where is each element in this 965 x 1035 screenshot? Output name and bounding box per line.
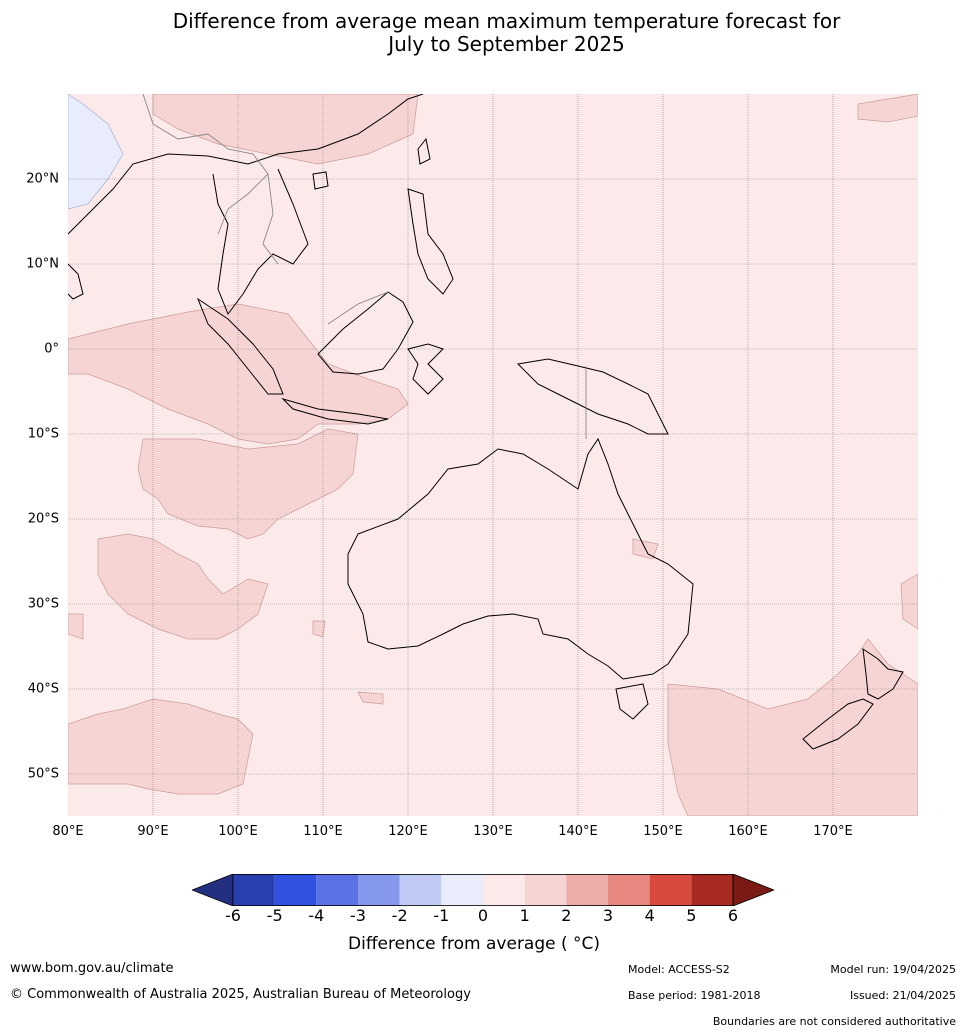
colorbar-tick-label: 0 [477,906,489,925]
graticule [68,94,918,816]
colorbar-tick-label: 2 [561,906,572,925]
anomaly-neg1-0-region [68,94,124,210]
colorbar-swatch [274,874,317,906]
taiwan-coast [417,137,431,165]
colorbar-tick-label: -4 [308,906,325,925]
colorbar-swatch [566,874,608,906]
copyright-text: © Commonwealth of Australia 2025, Austra… [10,987,471,1002]
colorbar-tick-label: 4 [644,906,655,925]
lat-label-10s: 10°S [27,426,59,442]
issued-date: Issued: 21/04/2025 [849,989,956,1002]
lat-label-40s: 40°S [27,681,59,697]
country-borders [142,94,587,439]
hainan-coast [312,171,329,190]
lon-label-100e: 100°E [218,824,258,839]
colorbar-arrow-low [190,873,234,907]
website-link[interactable]: www.bom.gov.au/climate [10,961,174,976]
colorbar-tick-label: 1 [519,906,530,925]
colorbar-tick-label: -3 [350,906,366,925]
colorbar-swatch [608,874,650,906]
title-line-1: Difference from average mean maximum tem… [172,9,841,33]
lat-label-50s: 50°S [27,766,59,782]
boundary-disclaimer: Boundaries are not considered authoritat… [712,1015,956,1028]
lat-label-0: 0° [44,341,59,357]
colorbar [190,873,776,907]
lat-label-10n: 10°N [26,256,59,272]
sumatra-coast [196,297,284,395]
colorbar-frame [232,874,734,906]
map-title: Difference from average mean maximum tem… [0,10,965,56]
model-name: Model: ACCESS-S2 [628,963,730,976]
base-period: Base period: 1981-2018 [628,989,761,1002]
lon-label-80e: 80°E [52,824,84,839]
sulawesi-coast [407,343,444,395]
colorbar-tick-label: 6 [727,906,739,925]
lon-label-160e: 160°E [728,824,768,839]
colorbar-swatch [649,874,692,906]
colorbar-swatch [399,874,442,906]
lon-label-150e: 150°E [643,824,683,839]
colorbar-swatch [441,874,483,906]
lat-label-30s: 30°S [27,596,59,612]
philippines-coast [407,188,454,295]
colorbar-tick-label: -6 [225,906,241,925]
tasmania-coast [615,683,649,720]
forecast-map [68,94,918,816]
colorbar-label: Difference from average ( °C) [348,934,601,954]
colorbar-swatch [316,874,358,906]
model-run-date: Model run: 19/04/2025 [830,963,956,976]
lat-label-20s: 20°S [27,511,59,527]
colorbar-tick-label: -1 [433,906,450,925]
lon-label-110e: 110°E [303,824,343,839]
australia-coast [347,437,694,680]
lon-label-140e: 140°E [558,824,598,839]
colorbar-swatches [190,873,776,907]
lon-label-170e: 170°E [813,824,853,839]
colorbar-swatch [524,874,567,906]
colorbar-tick-label: 5 [686,906,697,925]
colorbar-swatch [483,874,525,906]
colorbar-swatch [691,874,733,906]
colorbar-tick-label: 3 [602,906,614,925]
title-line-2: July to September 2025 [388,32,625,56]
colorbar-swatch [233,874,275,906]
java-coast [281,397,389,425]
lon-label-90e: 90°E [137,824,169,839]
colorbar-tick-label: -5 [266,906,283,925]
coastlines [68,94,904,750]
colorbar-tick-label: -2 [391,906,408,925]
new-zealand-north [862,647,904,700]
colorbar-swatch [358,874,400,906]
mainland-asia-coast [68,94,424,316]
lon-label-130e: 130°E [473,824,513,839]
new-zealand-south [802,698,874,750]
india-coast [68,263,84,300]
lon-label-120e: 120°E [388,824,428,839]
colorbar-arrow-high [732,873,776,907]
lat-label-20n: 20°N [26,171,59,187]
map-canvas [68,94,918,816]
borneo-coast [317,291,414,375]
